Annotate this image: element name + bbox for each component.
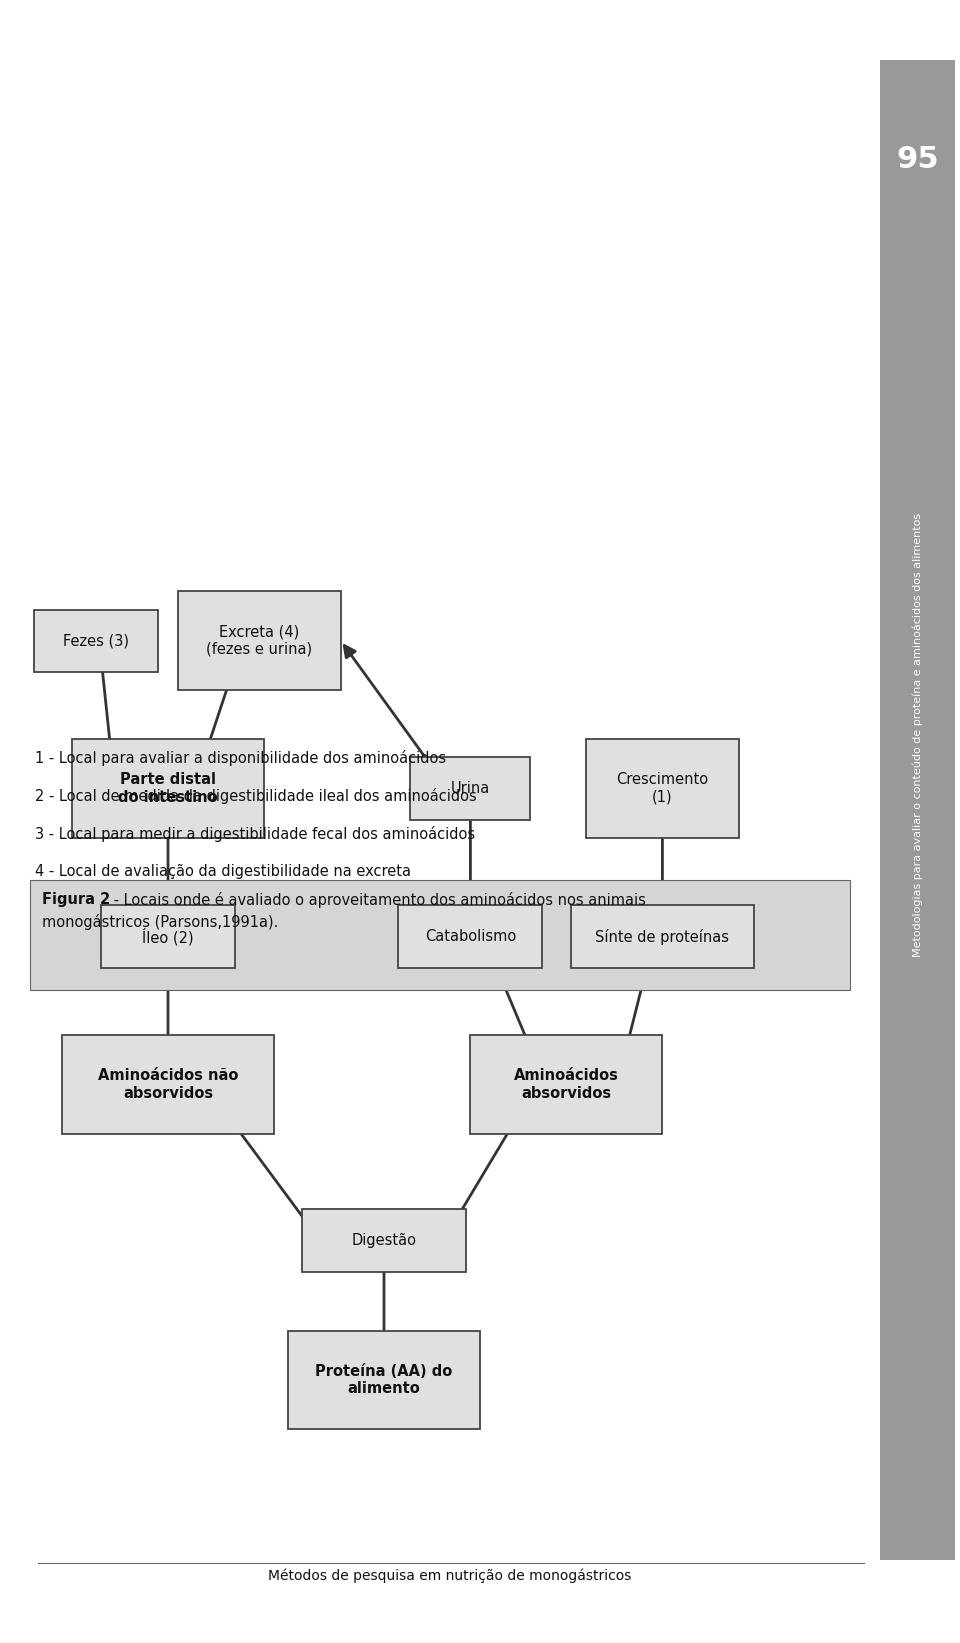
Text: Aminoácidos
absorvidos: Aminoácidos absorvidos [514, 1068, 619, 1101]
FancyBboxPatch shape [72, 739, 264, 838]
Bar [30, 881, 850, 991]
Text: Fezes (3): Fezes (3) [63, 633, 129, 649]
Text: Figura 2: Figura 2 [42, 892, 110, 907]
Text: Proteína (AA) do
alimento: Proteína (AA) do alimento [316, 1364, 452, 1397]
Text: Sínte de proteínas: Sínte de proteínas [595, 928, 730, 945]
Text: monogástricos (Parsons,1991a).: monogástricos (Parsons,1991a). [42, 914, 278, 930]
FancyBboxPatch shape [288, 1331, 480, 1429]
Text: Crescimento
(1): Crescimento (1) [616, 772, 708, 805]
FancyBboxPatch shape [470, 1035, 662, 1134]
Text: 95: 95 [897, 146, 939, 174]
Text: Métodos de pesquisa em nutrição de monogástricos: Métodos de pesquisa em nutrição de monog… [268, 1569, 632, 1582]
Text: 2 - Local de medida da digestibilidade ileal dos aminoácidos: 2 - Local de medida da digestibilidade i… [35, 789, 477, 803]
FancyBboxPatch shape [302, 1209, 466, 1272]
Bar [880, 61, 955, 1559]
FancyBboxPatch shape [101, 905, 235, 968]
FancyBboxPatch shape [411, 757, 530, 820]
Text: Metodologias para avaliar o conteúdo de proteína e aminoácidos dos alimentos: Metodologias para avaliar o conteúdo de … [912, 513, 923, 958]
Text: 4 - Local de avaliação da digestibilidade na excreta: 4 - Local de avaliação da digestibilidad… [35, 864, 411, 879]
Text: Parte distal
do intestino: Parte distal do intestino [118, 772, 218, 805]
FancyBboxPatch shape [571, 905, 754, 968]
FancyBboxPatch shape [398, 905, 542, 968]
Text: Excreta (4)
(fezes e urina): Excreta (4) (fezes e urina) [206, 624, 312, 657]
FancyBboxPatch shape [586, 739, 739, 838]
FancyBboxPatch shape [62, 1035, 274, 1134]
Text: Íleo (2): Íleo (2) [142, 928, 194, 945]
FancyBboxPatch shape [34, 610, 158, 672]
Text: Aminoácidos não
absorvidos: Aminoácidos não absorvidos [98, 1068, 238, 1101]
Text: 1 - Local para avaliar a disponibilidade dos aminoácidos: 1 - Local para avaliar a disponibilidade… [35, 749, 446, 766]
Text: Catabolismo: Catabolismo [424, 928, 516, 945]
Text: - Locais onde é avaliado o aproveitamento dos aminoácidos nos animais: - Locais onde é avaliado o aproveitament… [109, 892, 646, 909]
Text: Urina: Urina [451, 780, 490, 797]
FancyBboxPatch shape [178, 591, 341, 690]
Text: 3 - Local para medir a digestibilidade fecal dos aminoácidos: 3 - Local para medir a digestibilidade f… [35, 826, 475, 841]
Text: Digestão: Digestão [351, 1232, 417, 1249]
